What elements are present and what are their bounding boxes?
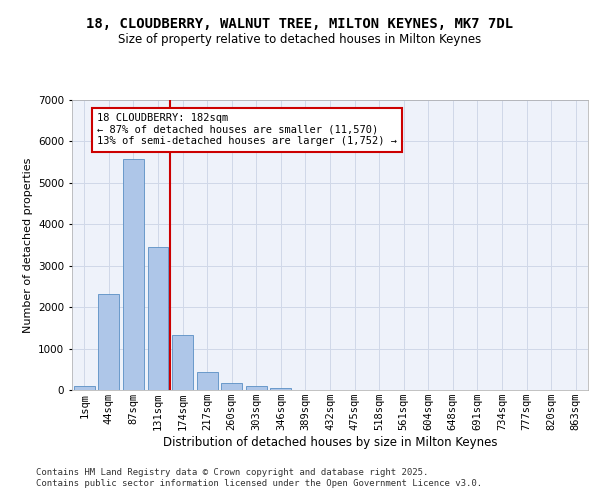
- X-axis label: Distribution of detached houses by size in Milton Keynes: Distribution of detached houses by size …: [163, 436, 497, 449]
- Bar: [148, 247, 169, 390]
- Bar: [197, 372, 218, 390]
- Text: Contains HM Land Registry data © Crown copyright and database right 2025.
Contai: Contains HM Land Registry data © Crown c…: [36, 468, 482, 487]
- Bar: [221, 383, 242, 390]
- Bar: [123, 159, 144, 390]
- Bar: [74, 386, 95, 390]
- Bar: [172, 335, 193, 390]
- Y-axis label: Number of detached properties: Number of detached properties: [23, 158, 32, 332]
- Bar: [271, 388, 292, 390]
- Text: 18, CLOUDBERRY, WALNUT TREE, MILTON KEYNES, MK7 7DL: 18, CLOUDBERRY, WALNUT TREE, MILTON KEYN…: [86, 18, 514, 32]
- Bar: [98, 294, 119, 390]
- Text: Size of property relative to detached houses in Milton Keynes: Size of property relative to detached ho…: [118, 32, 482, 46]
- Bar: [246, 386, 267, 390]
- Text: 18 CLOUDBERRY: 182sqm
← 87% of detached houses are smaller (11,570)
13% of semi-: 18 CLOUDBERRY: 182sqm ← 87% of detached …: [97, 114, 397, 146]
